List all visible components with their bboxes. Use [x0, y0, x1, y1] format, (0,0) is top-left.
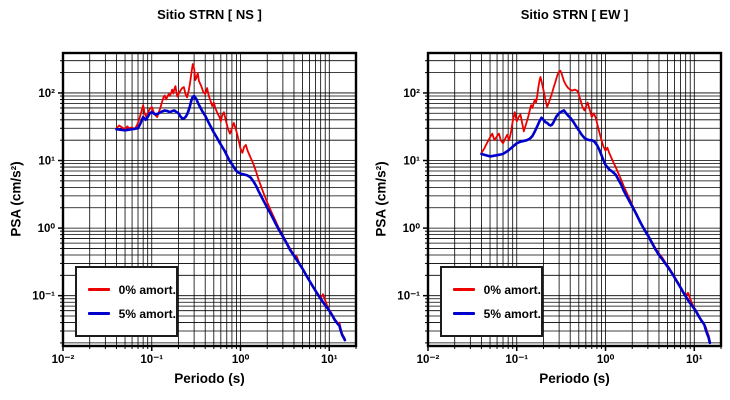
legend-label-0pct: 0% amort. — [118, 282, 176, 297]
y-tick-label: 10⁻¹ — [32, 291, 55, 303]
legend-line-5pct — [453, 312, 475, 315]
legend-item-5pct: 5% amort. — [453, 307, 541, 321]
plot-frame — [426, 51, 723, 348]
y-tick-label: 10¹ — [38, 156, 55, 168]
x-tick-label: 10⁰ — [232, 353, 250, 366]
x-tick-label: 10⁻² — [417, 354, 440, 366]
grid — [427, 53, 722, 346]
y-tick-label: 10² — [403, 88, 420, 100]
legend-line-5pct — [88, 312, 110, 315]
x-tick-label: 10¹ — [686, 354, 703, 366]
chart-ew: Sitio STRN [ EW ] 10⁻² 10⁻¹ 10⁰ 10¹ 10⁻¹ 10⁰ 1… — [365, 0, 730, 400]
legend-label-5pct: 5% amort. — [483, 306, 541, 321]
x-tick-label: 10⁻² — [52, 354, 75, 366]
series-5-amort — [480, 109, 712, 345]
chart-ns: Sitio STRN [ NS ] 10⁻² 10⁻¹ 10⁰ 10¹ 10⁻¹ 10⁰ 1… — [8, 7, 358, 386]
y-tick-label: 10⁰ — [38, 222, 56, 235]
legend-label-5pct: 5% amort. — [118, 306, 176, 321]
x-axis-label-ew: Periodo (s) — [539, 371, 610, 386]
y-tick-label: 10² — [38, 88, 55, 100]
tick-labels: 10⁻² 10⁻¹ 10⁰ 10¹ 10⁻¹ 10⁰ 10¹ 10² — [32, 88, 337, 366]
legend-line-0pct — [88, 288, 110, 291]
y-tick-label: 10¹ — [403, 156, 420, 168]
plot-ns: 10⁻² 10⁻¹ 10⁰ 10¹ 10⁻¹ 10⁰ 10¹ 10² — [32, 51, 358, 366]
y-axis-label-ew: PSA (cm/s²) — [373, 161, 389, 237]
legend-line-0pct — [453, 288, 475, 291]
x-tick-label: 10⁰ — [597, 353, 615, 366]
legend-item-5pct: 5% amort. — [88, 307, 176, 321]
legend-ew: 0% amort. 5% amort. — [440, 266, 543, 337]
plot-ew: 10⁻² 10⁻¹ 10⁰ 10¹ 10⁻¹ 10⁰ 10¹ 10² — [397, 51, 723, 366]
chart-title-ew: Sitio STRN [ EW ] — [520, 7, 629, 22]
x-axis-label-ns: Periodo (s) — [174, 371, 245, 386]
x-tick-label: 10¹ — [321, 354, 338, 366]
legend-ns: 0% amort. 5% amort. — [75, 266, 178, 337]
chart-title-ns: Sitio STRN [ NS ] — [157, 7, 262, 22]
legend-label-0pct: 0% amort. — [483, 282, 541, 297]
series-5-amort — [115, 94, 347, 342]
y-tick-label: 10⁰ — [403, 222, 421, 235]
legend-item-0pct: 0% amort. — [88, 283, 176, 297]
x-tick-label: 10⁻¹ — [505, 354, 528, 366]
y-axis-label-ns: PSA (cm/s²) — [8, 161, 24, 237]
legend-item-0pct: 0% amort. — [453, 283, 541, 297]
y-tick-label: 10⁻¹ — [397, 291, 420, 303]
plot-frame — [61, 51, 358, 348]
x-tick-label: 10⁻¹ — [140, 354, 163, 366]
tick-labels: 10⁻² 10⁻¹ 10⁰ 10¹ 10⁻¹ 10⁰ 10¹ 10² — [397, 88, 702, 366]
